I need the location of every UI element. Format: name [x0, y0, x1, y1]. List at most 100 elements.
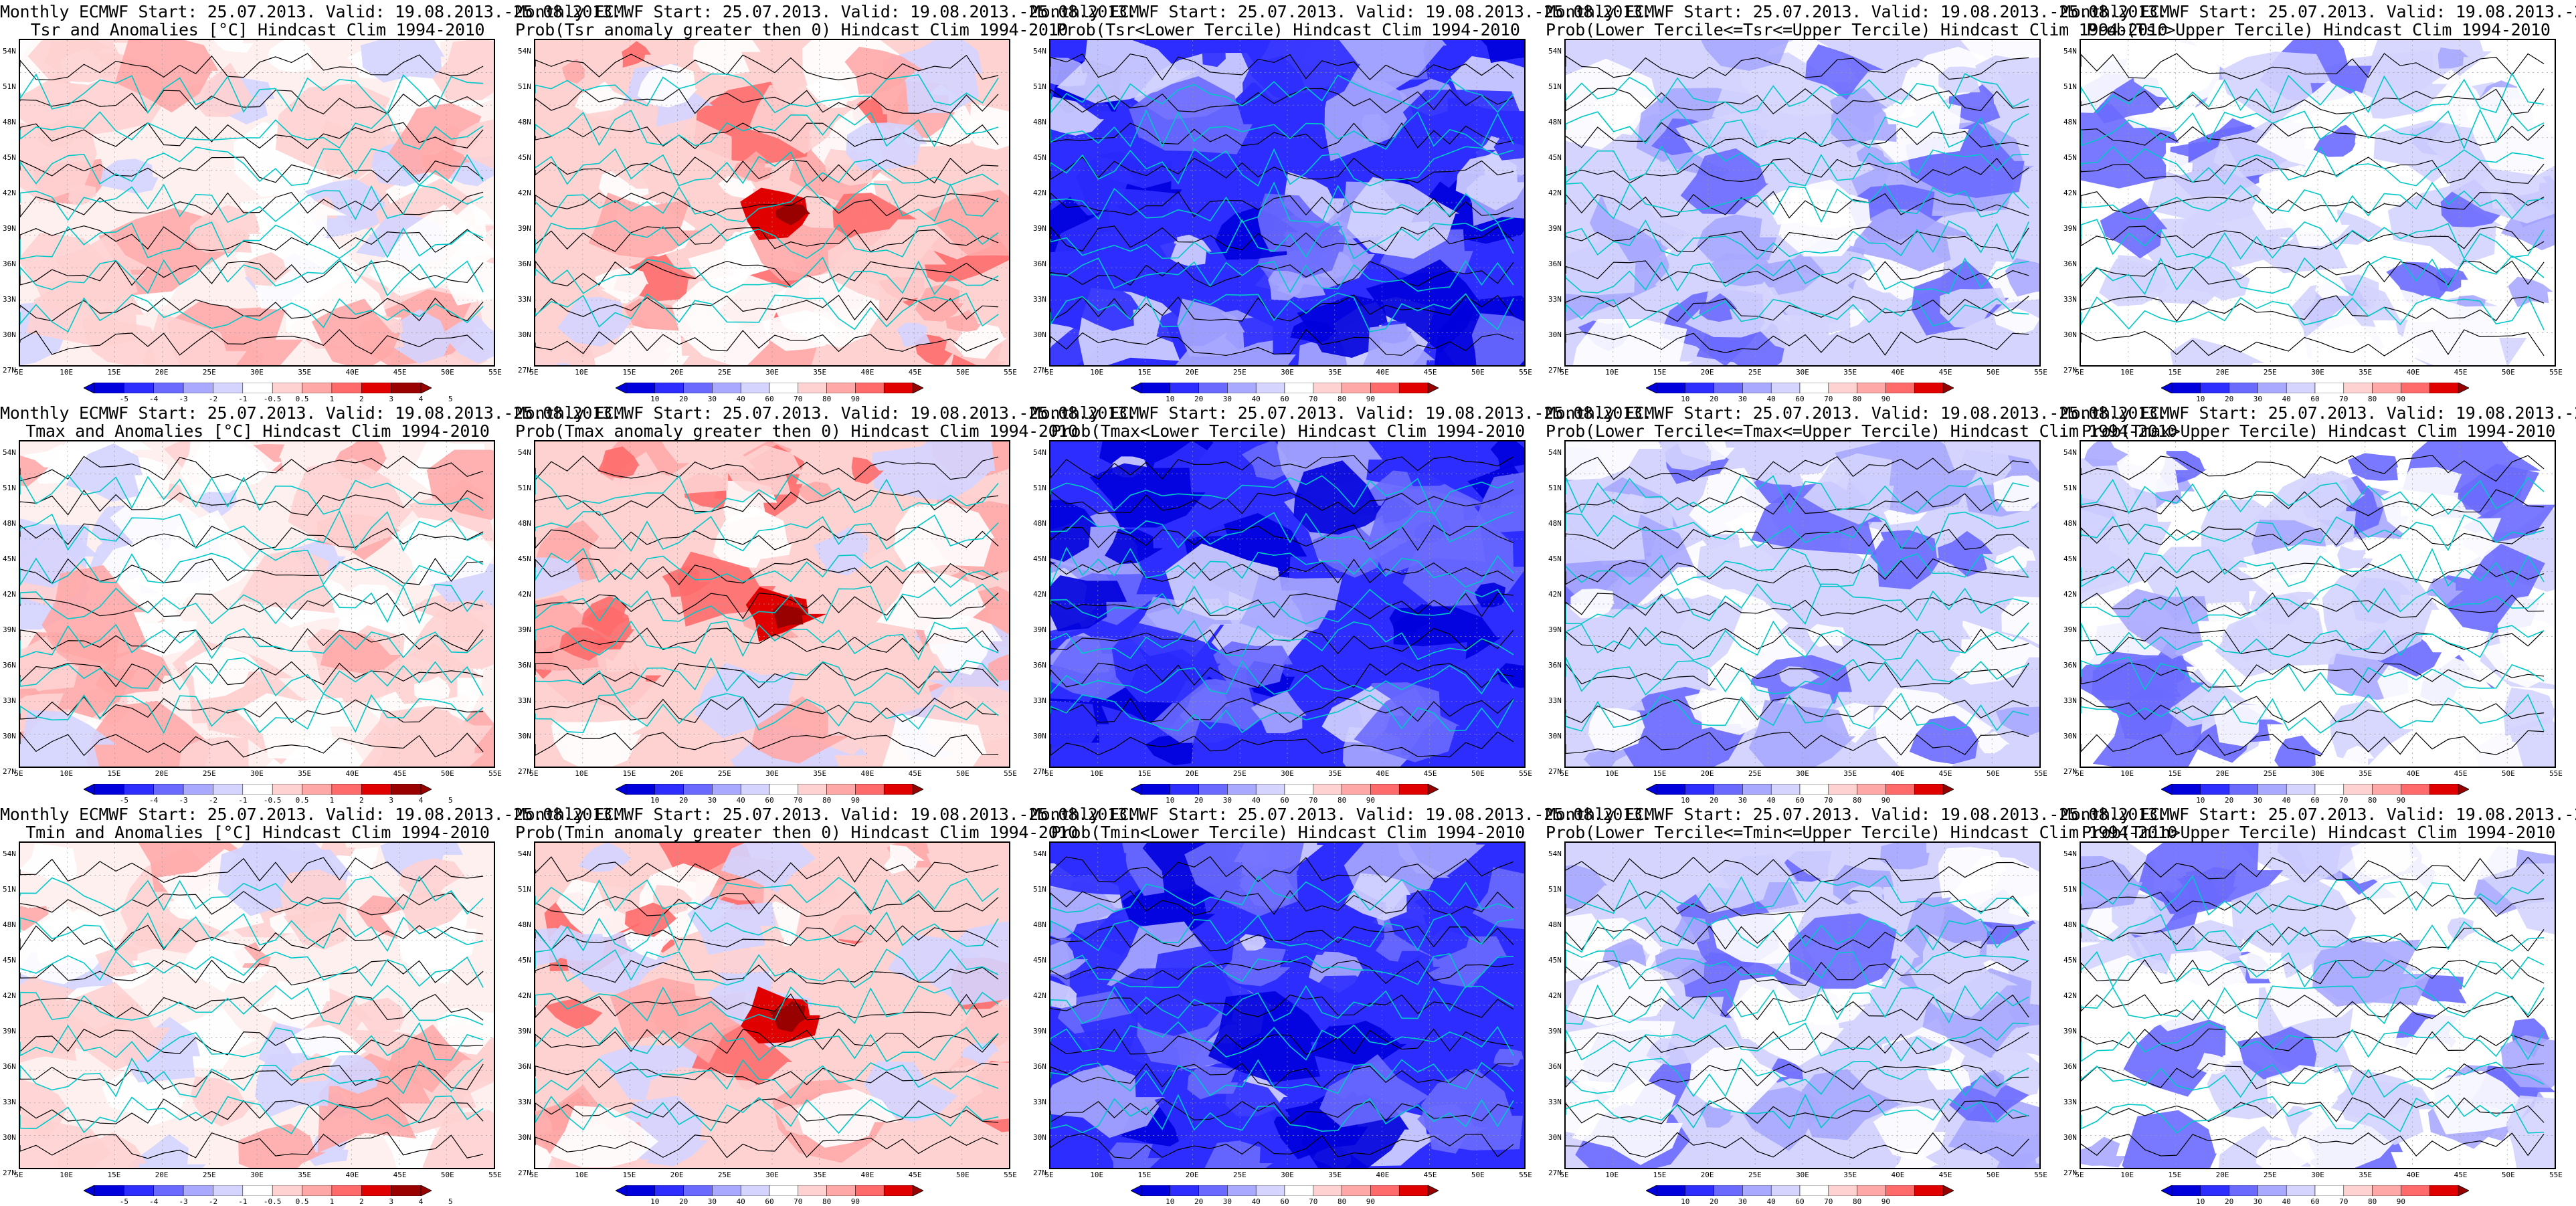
shaded-region — [1239, 575, 1342, 639]
latitude-label: 54N — [3, 47, 16, 56]
isotherm-contour — [2081, 959, 2545, 987]
shaded-region — [444, 260, 494, 306]
color-bar-segment — [213, 784, 244, 795]
latitude-label: 36N — [2063, 661, 2077, 670]
color-bar-segment — [1198, 1185, 1228, 1196]
color-bar-tick-label: 2 — [359, 796, 364, 805]
color-bar-tick-label: -2 — [208, 796, 218, 805]
longitude-label: 5E — [1560, 769, 1569, 778]
isotherm-contour — [535, 226, 999, 252]
color-bar-segment — [2171, 784, 2201, 795]
isotherm-contour — [20, 1097, 484, 1124]
color-bar-segment — [1770, 383, 1801, 393]
color-bar-segment — [2229, 784, 2258, 795]
coastline — [535, 1096, 999, 1134]
coastline — [2081, 255, 2545, 296]
color-bar-segment — [1685, 1185, 1714, 1196]
shaded-region — [1475, 583, 1506, 607]
panel-title-line2: Prob(Lower Tercile<=Tsr<=Upper Tercile) … — [1546, 20, 2168, 39]
color-bar-tick-label: 70 — [2339, 395, 2349, 403]
isotherm-contour — [1566, 88, 2029, 115]
color-bar-tick-label: 70 — [794, 1197, 803, 1206]
color-bar-segment — [124, 784, 154, 795]
color-bar-tick-label: 30 — [707, 1197, 717, 1206]
color-bar — [1646, 383, 1954, 393]
longitude-label: 30E — [2311, 769, 2324, 778]
latitude-label: 33N — [3, 1098, 16, 1106]
shaded-region — [320, 629, 403, 674]
latitude-label: 51N — [1548, 82, 1562, 91]
shaded-region — [1851, 209, 1974, 272]
shaded-region — [2197, 1053, 2233, 1075]
shaded-region — [2399, 294, 2509, 365]
color-bar-segment — [654, 383, 684, 393]
isotherm-contour — [1566, 490, 2029, 515]
shaded-region — [185, 646, 264, 701]
longitude-label: 15E — [1653, 1171, 1667, 1179]
color-bar-segment — [361, 383, 391, 393]
longitude-label: 30E — [250, 1171, 264, 1179]
color-bar-segment — [183, 383, 213, 393]
shaded-region — [2403, 700, 2523, 767]
longitude-label: 10E — [575, 368, 589, 377]
isotherm-contour — [2081, 454, 2545, 482]
longitude-label: 55E — [2549, 368, 2563, 377]
longitude-label: 5E — [1044, 1171, 1054, 1179]
color-bar-tick-label: 40 — [2282, 796, 2291, 805]
latitude-label: 45N — [1033, 956, 1046, 965]
shaded-region — [280, 869, 350, 926]
color-bar-tick-label: 60 — [765, 1197, 774, 1206]
shaded-region — [236, 693, 353, 759]
color-bar — [1646, 784, 1954, 795]
shaded-region — [1948, 84, 2001, 124]
coastline — [2081, 548, 2545, 588]
shaded-region — [349, 997, 405, 1033]
color-bar-segment — [1227, 784, 1257, 795]
color-bar-tick-label: 70 — [1309, 395, 1318, 403]
shaded-region — [1566, 490, 1645, 564]
color-bar-tick-label: -5 — [119, 796, 128, 805]
shaded-region — [2321, 90, 2375, 128]
color-bar-segment — [1799, 784, 1829, 795]
longitude-label: 50E — [1986, 368, 2000, 377]
latitude-label: 30N — [2063, 1133, 2077, 1142]
shaded-region — [1975, 55, 2039, 102]
latitude-label: 33N — [2063, 1098, 2077, 1106]
map-canvas — [2081, 441, 2555, 767]
latitude-label: 45N — [2063, 153, 2077, 162]
shaded-region — [545, 999, 603, 1029]
isotherm-contour — [20, 628, 484, 654]
color-bar-segment — [1255, 1185, 1285, 1196]
color-bar-segment — [654, 784, 684, 795]
color-bar-tick-label: 10 — [1166, 1197, 1175, 1206]
shaded-region — [386, 1024, 472, 1093]
coastline — [1566, 145, 2029, 187]
shaded-region — [2330, 1069, 2426, 1118]
map-canvas — [1050, 843, 1524, 1168]
isotherm-contour — [1050, 157, 1514, 183]
color-bar-segment — [1255, 383, 1285, 393]
longitude-label: 20E — [155, 769, 169, 778]
isotherm-contour — [2081, 225, 2545, 252]
shaded-region — [1050, 575, 1127, 631]
panel-title: Monthly ECMWF Start: 25.07.2013. Valid: … — [1030, 805, 1653, 841]
shaded-region — [832, 193, 917, 247]
shaded-region — [20, 76, 82, 129]
color-bar-tick-label: -2 — [208, 1197, 218, 1206]
shaded-region — [1331, 634, 1376, 670]
longitude-label: 5E — [14, 769, 23, 778]
latitude-label: 42N — [1033, 189, 1046, 197]
longitude-label: 50E — [955, 368, 970, 377]
coastline — [535, 474, 999, 514]
color-bar-segment — [1857, 1185, 1886, 1196]
color-bar-tick-label: 4 — [418, 395, 424, 403]
isotherm-contour — [535, 456, 999, 481]
isotherm-contour — [535, 1098, 999, 1124]
shaded-region — [927, 921, 1009, 1005]
shaded-region — [945, 309, 982, 332]
shaded-region — [1900, 338, 1972, 365]
isotherm-contour — [1050, 294, 1514, 322]
coastline — [1050, 510, 1514, 548]
color-bar-tick-label: 30 — [2253, 395, 2263, 403]
latitude-label: 51N — [2063, 484, 2077, 492]
